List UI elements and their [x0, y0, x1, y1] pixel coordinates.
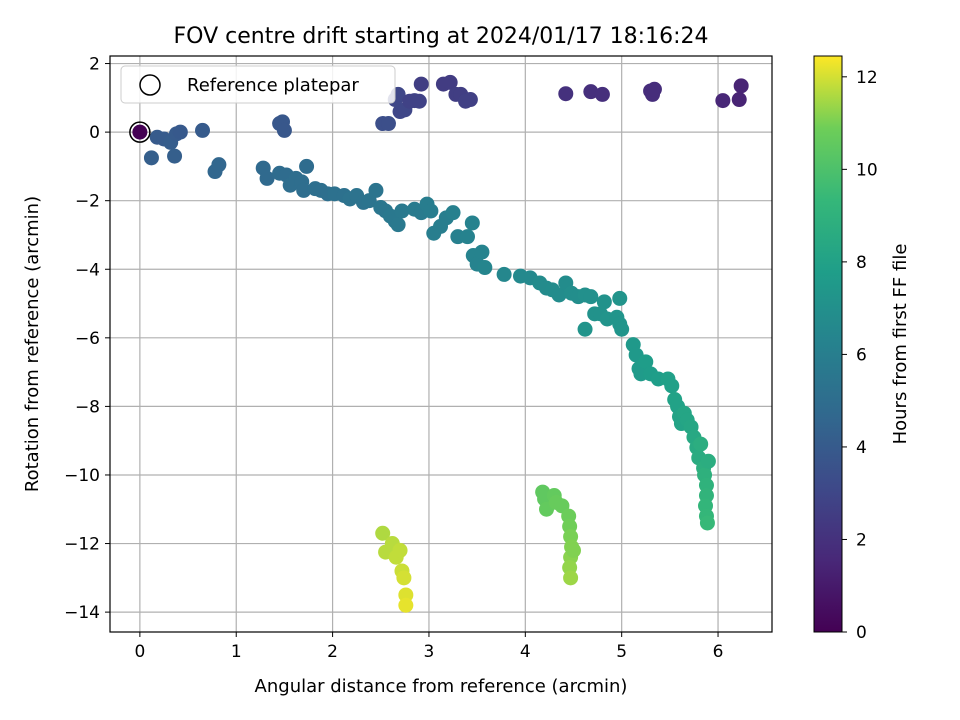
data-point	[583, 84, 599, 100]
colorbar: 0 2 4 6 8 10 12 Hours from first FF file	[813, 55, 911, 643]
y-axis-ticks: 2 0 −2 −4 −6 −8 −10 −12 −14	[64, 55, 110, 623]
chart-title: FOV centre drift starting at 2024/01/17 …	[174, 24, 709, 49]
data-point	[693, 436, 709, 452]
data-point	[698, 477, 714, 493]
colorbar-tick-label: 0	[856, 623, 867, 643]
y-tick-label: −2	[75, 192, 100, 212]
colorbar-tick-label: 12	[856, 68, 878, 88]
data-point	[699, 515, 715, 531]
data-point	[442, 74, 458, 90]
data-point	[398, 597, 414, 613]
data-point	[474, 244, 490, 260]
data-point	[700, 453, 716, 469]
data-point	[394, 203, 410, 219]
data-point	[638, 354, 654, 370]
data-point	[413, 76, 429, 92]
reference-marker	[129, 121, 151, 143]
data-point	[167, 148, 183, 164]
y-axis-label: Rotation from reference (arcmin)	[22, 196, 43, 492]
data-point	[464, 215, 480, 231]
colorbar-tick-label: 6	[856, 345, 867, 365]
colorbar-tick-label: 8	[856, 253, 867, 273]
colorbar-gradient	[813, 55, 843, 633]
data-points	[129, 74, 749, 613]
gridlines	[110, 56, 772, 632]
x-tick-label: 4	[520, 642, 531, 662]
data-point	[132, 124, 148, 140]
data-point	[614, 321, 630, 337]
data-point	[496, 266, 512, 282]
x-tick-label: 0	[134, 642, 145, 662]
data-point	[596, 294, 612, 310]
data-point	[646, 81, 662, 97]
data-point	[276, 122, 292, 138]
y-tick-label: −10	[64, 466, 100, 486]
colorbar-tick-label: 4	[856, 438, 867, 458]
data-point	[396, 570, 412, 586]
data-point	[445, 205, 461, 221]
x-tick-label: 5	[616, 642, 627, 662]
y-tick-label: −6	[75, 329, 100, 349]
data-point	[375, 525, 391, 541]
colorbar-ticks: 0 2 4 6 8 10 12	[842, 68, 878, 643]
data-point	[612, 290, 628, 306]
colorbar-label: Hours from first FF file	[890, 244, 911, 445]
data-point	[664, 378, 680, 394]
colorbar-tick-label: 2	[856, 530, 867, 550]
y-tick-label: 2	[89, 55, 100, 75]
data-point	[565, 542, 581, 558]
data-point	[368, 182, 384, 198]
data-point	[551, 287, 567, 303]
data-point	[594, 86, 610, 102]
data-point	[731, 92, 747, 108]
x-axis-ticks: 0 1 2 3 4 5 6	[134, 632, 723, 662]
data-point	[583, 289, 599, 305]
data-point	[296, 182, 312, 198]
data-point	[715, 93, 731, 109]
y-tick-label: −12	[64, 535, 100, 555]
legend-box	[120, 65, 396, 104]
data-point	[299, 158, 315, 174]
data-point	[211, 157, 227, 173]
data-point	[733, 78, 749, 94]
data-point	[398, 587, 414, 603]
data-point	[477, 260, 493, 276]
x-tick-label: 6	[713, 642, 724, 662]
data-point	[423, 203, 439, 219]
data-point	[195, 122, 211, 138]
legend-marker-reference	[139, 74, 161, 96]
x-axis-label: Angular distance from reference (arcmin)	[255, 676, 628, 697]
data-point	[392, 542, 408, 558]
legend: Reference platepar	[120, 65, 396, 104]
y-tick-label: −14	[64, 603, 100, 623]
data-point	[563, 570, 579, 586]
x-tick-label: 1	[231, 642, 242, 662]
x-tick-label: 2	[327, 642, 338, 662]
plot-frame	[109, 55, 773, 633]
y-tick-label: −8	[75, 397, 100, 417]
data-point	[172, 124, 188, 140]
colorbar-tick-label: 10	[856, 160, 878, 180]
data-point	[558, 86, 574, 102]
data-point	[143, 150, 159, 166]
data-point	[462, 92, 478, 108]
data-point	[380, 116, 396, 132]
y-tick-label: −4	[75, 260, 100, 280]
data-point	[577, 321, 593, 337]
data-point	[459, 229, 475, 245]
x-tick-label: 3	[424, 642, 435, 662]
y-tick-label: 0	[89, 123, 100, 143]
legend-label-reference: Reference platepar	[187, 75, 359, 96]
data-point	[411, 93, 427, 109]
data-point	[259, 170, 275, 186]
data-point	[390, 217, 406, 233]
